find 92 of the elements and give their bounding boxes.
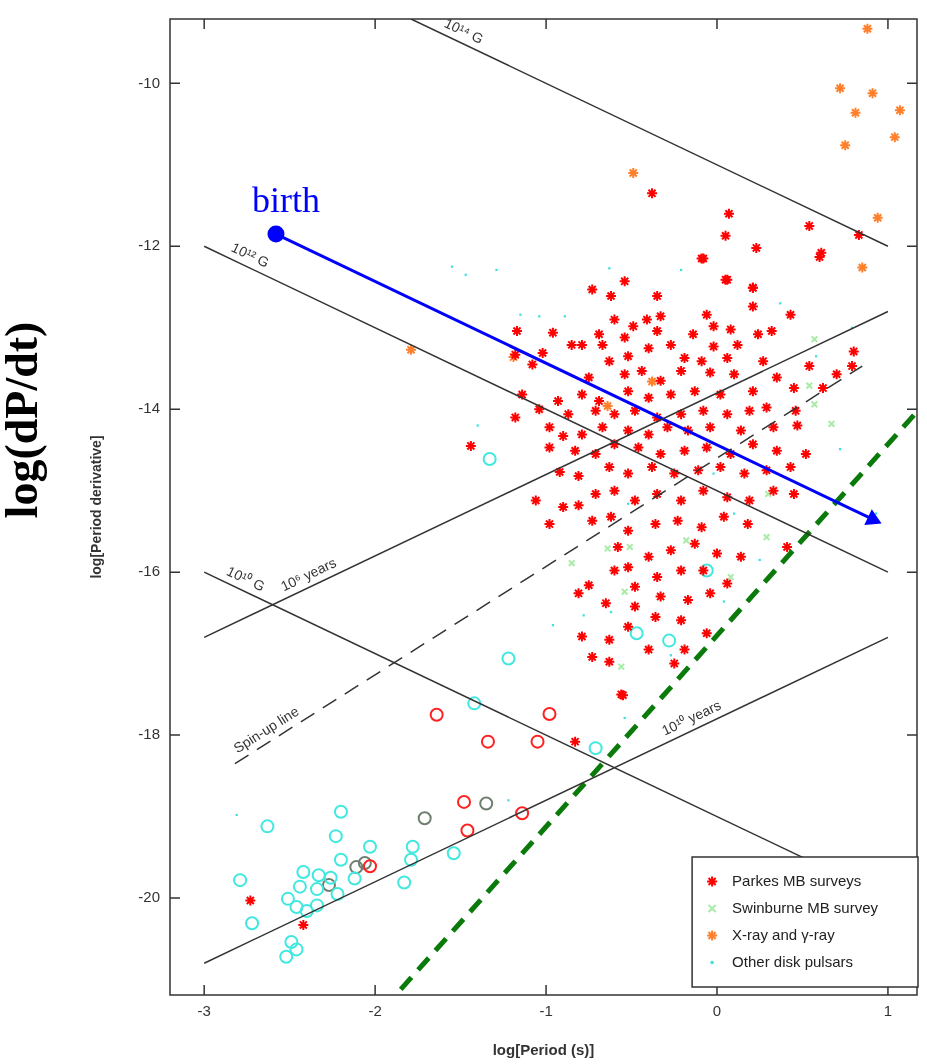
point [429,707,444,722]
x-tick-label: -2 [368,1002,382,1020]
text: 10¹⁰ G [224,562,268,595]
x-tick-label: -1 [539,1002,553,1020]
y-tick-label: -10 [138,73,160,91]
legend-label: X-ray and γ-ray [732,925,836,943]
point [289,900,304,915]
text: 10⁶ years [278,554,339,595]
point [457,794,472,809]
point [323,870,338,885]
y-tick-label: -20 [138,888,160,906]
point [245,916,260,931]
series-label: birth [251,179,320,220]
point [299,904,314,919]
point [267,225,285,243]
y-tick-label: -18 [138,725,160,743]
point [810,335,819,343]
point [404,852,419,867]
point [292,879,307,894]
point [321,878,336,893]
text: 10¹² G [229,239,272,271]
point [296,864,311,879]
point [417,811,432,826]
y-tick-label: -12 [138,236,160,254]
point [662,633,677,648]
point [279,949,294,964]
point [311,868,326,883]
y-tick-label: -16 [138,562,160,580]
point [712,472,715,475]
x-tick-label: 1 [883,1002,893,1020]
point [460,823,475,838]
point [333,852,348,867]
point [233,873,248,888]
point [732,512,736,515]
point [446,846,461,861]
y-axis-title: log[Period derivative] [88,435,105,579]
point [310,882,325,897]
point [495,268,498,272]
point [722,600,725,603]
legend-label: Swinburne MB survey [732,898,879,916]
point [479,796,494,811]
point [629,626,644,641]
point [810,400,819,409]
point [849,106,862,119]
point [397,875,412,890]
point [805,381,814,390]
point [888,131,901,144]
point [617,662,626,671]
point [834,82,847,95]
x-axis-title: log[Period (s)] [492,1041,595,1059]
point [284,935,299,950]
point [310,898,325,913]
point [260,819,275,834]
point [467,696,482,711]
point [542,706,557,721]
point [699,563,714,578]
text: 10¹⁴ G [441,14,486,47]
y-tick-label: -14 [138,399,160,417]
point [893,104,906,117]
point [349,860,364,875]
point [280,891,295,906]
point [363,839,377,854]
x-tick-label: -3 [197,1002,211,1020]
point [501,651,516,666]
point [839,139,852,152]
legend-label: Other disk pulsars [732,952,853,970]
point [476,424,479,427]
point [347,871,362,886]
point [603,544,612,553]
point [861,22,874,35]
point [726,573,735,581]
point [289,942,304,957]
point [357,856,372,871]
point [588,741,603,756]
point [482,451,497,466]
point [405,839,420,854]
point [682,536,691,545]
point [866,87,879,100]
point [515,806,530,821]
text: log(dP/dt) [0,320,48,521]
point [530,734,545,749]
point [519,313,522,316]
point [328,829,343,844]
point [480,734,495,749]
legend-label: Parkes MB surveys [732,871,862,889]
point [871,211,884,224]
point [363,859,377,874]
x-tick-label: 0 [712,1002,722,1020]
point [333,804,348,819]
point [856,261,869,274]
point [330,886,345,901]
point [507,799,510,802]
